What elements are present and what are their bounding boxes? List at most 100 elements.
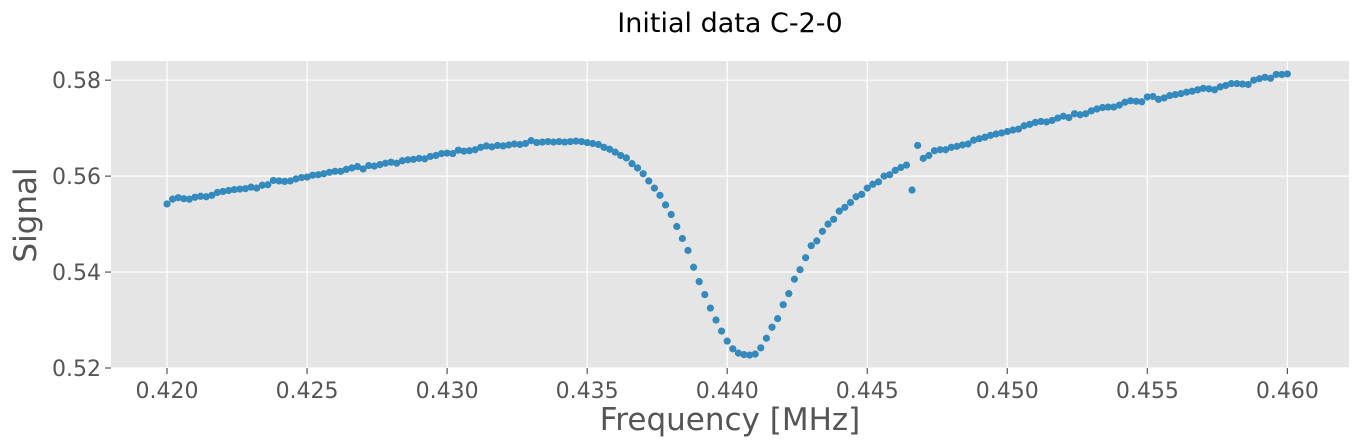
data-point	[381, 159, 390, 167]
data-point	[1110, 103, 1118, 111]
data-point	[309, 171, 317, 179]
data-point	[1082, 110, 1090, 118]
data-point	[1138, 98, 1146, 106]
data-point	[1244, 80, 1252, 89]
data-point	[449, 149, 457, 158]
data-point	[802, 254, 810, 262]
data-point	[1132, 97, 1140, 105]
data-point	[617, 151, 625, 160]
data-point	[247, 183, 255, 191]
data-point	[695, 278, 703, 286]
data-point	[953, 142, 961, 150]
data-point	[236, 185, 244, 193]
data-point	[622, 154, 630, 162]
data-point	[169, 195, 177, 203]
data-point	[942, 146, 950, 154]
data-point	[566, 137, 574, 146]
y-tick-label: 0.56	[52, 165, 101, 190]
data-point	[925, 151, 933, 160]
data-point	[1283, 70, 1291, 78]
data-point	[1188, 87, 1196, 95]
data-point	[1266, 74, 1275, 82]
data-point	[768, 323, 776, 331]
x-axis-ticks: 0.420 0.425 0.430 0.435 0.440 0.445 0.450 0.455…	[136, 368, 1319, 404]
data-point	[1177, 90, 1185, 98]
data-point	[774, 314, 782, 323]
data-point	[807, 242, 815, 250]
data-point	[1171, 90, 1179, 99]
data-point	[1222, 81, 1230, 90]
data-point	[785, 290, 793, 298]
data-point	[1076, 111, 1084, 119]
data-point	[650, 184, 658, 192]
data-point	[981, 133, 989, 141]
data-point	[1166, 91, 1174, 100]
data-point	[813, 237, 821, 245]
data-point	[454, 146, 462, 154]
data-point	[936, 146, 944, 154]
data-point	[723, 337, 731, 345]
plot-area	[111, 61, 1349, 368]
y-tick-label: 0.52	[52, 357, 101, 382]
data-point	[1272, 70, 1280, 79]
data-point	[712, 316, 720, 324]
data-point	[841, 203, 849, 211]
x-tick-label: 0.430	[416, 379, 479, 404]
data-point	[701, 291, 709, 299]
data-point	[746, 351, 754, 359]
data-point	[1026, 120, 1034, 128]
data-point	[684, 246, 692, 255]
data-point	[549, 138, 558, 146]
data-point	[499, 142, 507, 150]
data-point	[1037, 117, 1045, 126]
data-point	[930, 147, 939, 155]
data-point	[1160, 94, 1168, 102]
data-point	[213, 188, 222, 197]
data-point	[1098, 103, 1107, 112]
data-point	[432, 151, 440, 160]
data-point	[443, 149, 451, 157]
data-point	[594, 140, 602, 149]
data-point	[533, 138, 541, 147]
y-axis-ticks: 0.52 0.54 0.56 0.58	[52, 69, 111, 382]
data-point	[1143, 93, 1151, 101]
data-point	[992, 130, 1000, 138]
data-point	[1238, 80, 1247, 88]
data-point	[292, 175, 300, 183]
data-point	[1182, 88, 1191, 96]
data-point	[281, 177, 289, 186]
data-point	[880, 172, 888, 180]
data-point	[830, 215, 838, 223]
data-point	[717, 327, 726, 335]
data-point	[510, 140, 518, 148]
data-point	[1154, 95, 1163, 103]
data-point	[404, 156, 412, 164]
x-tick-label: 0.425	[276, 379, 339, 404]
data-point	[919, 154, 927, 162]
data-point	[975, 135, 983, 143]
data-point	[208, 191, 216, 199]
data-point	[1199, 84, 1207, 92]
data-point	[1070, 110, 1079, 118]
data-point	[1205, 85, 1213, 93]
y-tick-label: 0.58	[52, 69, 101, 94]
x-tick-label: 0.440	[696, 379, 759, 404]
data-point	[874, 178, 883, 186]
data-point	[230, 185, 238, 194]
data-point	[359, 165, 367, 173]
data-point	[1093, 105, 1101, 113]
data-point	[818, 227, 827, 235]
data-point	[583, 138, 591, 147]
data-point	[605, 145, 614, 153]
data-point	[589, 139, 597, 148]
data-point	[331, 167, 339, 175]
data-point	[426, 152, 434, 161]
data-point	[493, 141, 502, 150]
data-point	[678, 234, 686, 243]
x-axis-label: Frequency [MHz]	[600, 402, 861, 438]
data-point	[516, 140, 524, 149]
data-point	[477, 143, 485, 151]
data-point	[1121, 98, 1129, 106]
data-point	[852, 193, 860, 201]
